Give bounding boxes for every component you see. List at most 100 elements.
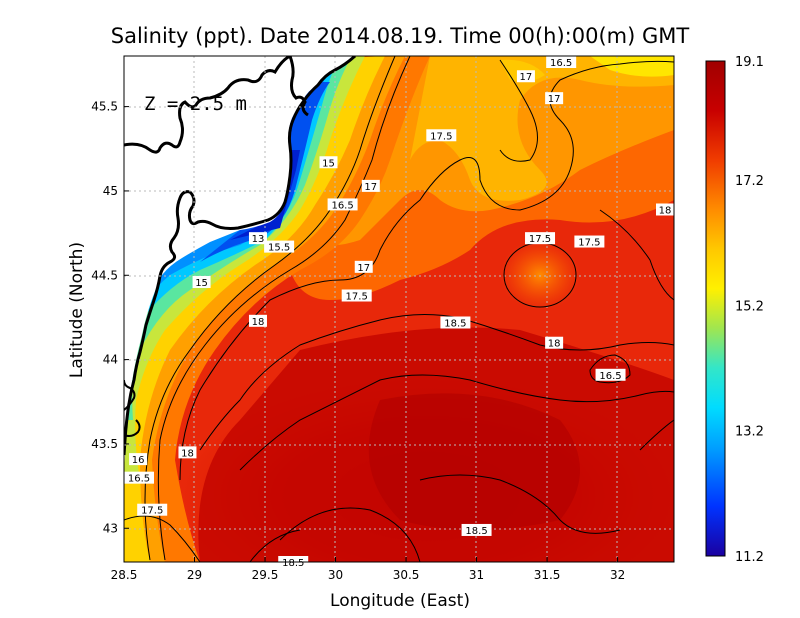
coastline: [124, 56, 357, 456]
contour-label-text: 17.5: [529, 234, 551, 245]
contour-label: 15.5: [264, 240, 295, 254]
y-tick-label: 45: [103, 184, 118, 198]
contour-label-box: [361, 179, 380, 192]
contour-label-text: 17.5: [430, 131, 452, 142]
contour-label-text: 18: [181, 448, 194, 459]
contour-label: 16: [129, 453, 148, 466]
y-tick-label: 44.5: [91, 268, 118, 282]
contour-label-text: 16: [132, 455, 145, 466]
land-mask: [124, 56, 355, 470]
contour-label-text: 18.5: [282, 558, 304, 569]
salinity-field: [124, 56, 674, 562]
contour-label-text: 18.5: [465, 526, 487, 537]
contour-label-box: [545, 336, 564, 349]
contour-label: 16.5: [124, 471, 154, 485]
contour-label: 18: [545, 336, 564, 350]
contour-label: 17: [361, 179, 380, 193]
x-tick-label: 30.5: [393, 568, 420, 582]
contour-label-box: [546, 56, 577, 68]
contour-label-text: 13: [252, 234, 265, 245]
contour-label-text: 17.5: [346, 292, 368, 303]
colorbar-label: 11.2: [735, 550, 764, 565]
contour-label-box: [124, 471, 154, 484]
contour-label-text: 18: [252, 317, 265, 328]
contour-label-text: 17: [357, 263, 370, 274]
contour-label-box: [327, 198, 358, 211]
contour-label-box: [574, 235, 605, 248]
contour-label-text: 17: [364, 182, 377, 193]
y-tick-label: 45.5: [91, 100, 118, 114]
contour-label-box: [525, 232, 556, 245]
contour-label-box: [248, 232, 267, 245]
x-tick-label: 32: [610, 568, 625, 582]
colorbar: [705, 60, 726, 557]
contour-label-box: [461, 523, 492, 536]
contour-label-box: [354, 260, 373, 273]
contour-label: 17: [545, 92, 564, 105]
contour-label: 15: [319, 156, 338, 169]
contour-label-text: 15: [322, 158, 335, 169]
contour-label-text: 17: [548, 94, 561, 105]
contour-label-text: 17.5: [141, 506, 163, 517]
x-tick-label: 30: [328, 568, 343, 582]
contour-label: 17: [516, 70, 535, 83]
x-tick-label: 31: [469, 568, 484, 582]
colorbar-label: 19.1: [735, 55, 764, 70]
contour-label-box: [319, 156, 338, 169]
x-tick-label: 29.5: [252, 568, 279, 582]
map-title: Salinity (ppt). Date 2014.08.19. Time 00…: [111, 24, 690, 48]
contour-label-text: 18: [659, 205, 672, 216]
contour-label-text: 18: [548, 339, 561, 350]
colorbar-label: 13.2: [735, 425, 764, 440]
contour-label-text: 17: [520, 72, 533, 83]
contour-label: 17.5: [426, 129, 457, 142]
grid-lines: [124, 56, 674, 562]
contour-label-box: [341, 289, 372, 302]
contour-label: 18: [656, 203, 674, 216]
contour-label: 18: [248, 314, 267, 328]
contour-label-box: [545, 92, 564, 105]
contour-label: 17.5: [137, 503, 168, 517]
contour-label-box: [137, 503, 168, 516]
contour-label-text: 16.5: [550, 58, 572, 69]
contour-label-text: 16.5: [599, 371, 621, 382]
contour-label-box: [516, 70, 535, 83]
plot-frame: [123, 55, 675, 563]
x-axis-ticks: 28.5 29 29.5 30 30.5 31 31.5 32: [111, 557, 625, 582]
x-axis-title: Longitude (East): [330, 591, 470, 611]
x-tick-label: 28.5: [111, 568, 138, 582]
colorbar-label: 15.2: [735, 299, 764, 314]
x-tick-label: 31.5: [534, 568, 561, 582]
contour-label-text: 16.5: [331, 200, 353, 211]
y-tick-label: 43: [103, 521, 118, 535]
contour-label: 16.5: [327, 198, 358, 211]
contour-label-text: 17.5: [578, 238, 600, 249]
contour-label-text: 15.5: [268, 243, 290, 254]
contour-label-box: [129, 453, 148, 466]
contour-label: 17.5: [525, 232, 556, 245]
contour-label-text: 15: [195, 278, 208, 289]
contour-label-text: 18.5: [444, 318, 466, 329]
contour-label: 16.5: [595, 368, 626, 382]
contour-label: 18.5: [461, 523, 492, 537]
x-tick-label: 29: [187, 568, 202, 582]
contour-label: 17.5: [341, 289, 372, 303]
contour-label: 17.5: [574, 235, 605, 249]
contour-lines: [124, 56, 674, 562]
contour-label-box: [440, 316, 471, 329]
contour-label: 13: [248, 232, 267, 245]
contour-label-box: [248, 314, 267, 327]
contour-label: 17: [354, 260, 373, 274]
contour-label-box: [426, 129, 457, 142]
contour-label-text: 16.5: [128, 474, 150, 485]
depth-label: Z = 2.5 m: [144, 93, 247, 115]
y-tick-label: 44: [103, 353, 118, 367]
contour-label-box: [595, 368, 626, 381]
contour-label-box: [192, 276, 211, 289]
y-axis-title: Latitude (North): [67, 242, 87, 378]
contour-label: 18: [178, 446, 197, 459]
y-tick-label: 43.5: [91, 437, 118, 451]
contour-label-box: [656, 203, 674, 216]
